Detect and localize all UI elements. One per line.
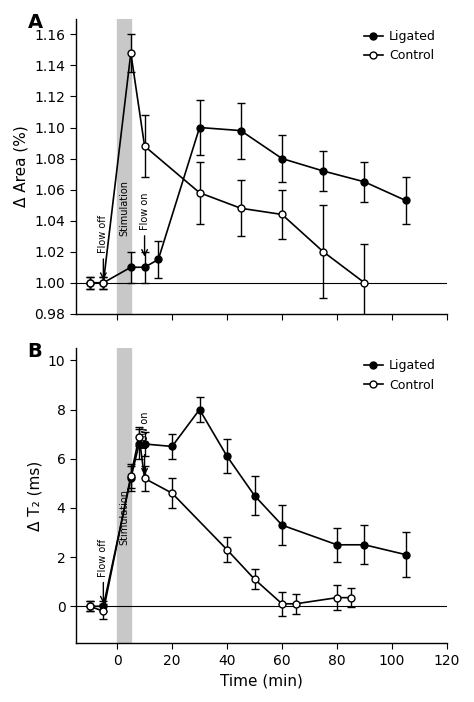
Text: Flow off: Flow off (98, 216, 109, 253)
Text: Flow on: Flow on (139, 411, 150, 449)
Text: Stimulation: Stimulation (119, 489, 129, 545)
X-axis label: Time (min): Time (min) (220, 673, 303, 688)
Legend: Ligated, Control: Ligated, Control (359, 355, 441, 397)
Text: B: B (27, 342, 42, 362)
Text: A: A (27, 13, 43, 32)
Y-axis label: Δ Area (%): Δ Area (%) (14, 126, 29, 207)
Text: Flow off: Flow off (98, 538, 109, 577)
Y-axis label: Δ T₂ (ms): Δ T₂ (ms) (27, 461, 42, 531)
Bar (117, 19, 131, 314)
Legend: Ligated, Control: Ligated, Control (359, 25, 441, 67)
Text: Flow on: Flow on (139, 192, 150, 230)
Bar (117, 348, 131, 643)
Text: Stimulation: Stimulation (119, 180, 129, 236)
